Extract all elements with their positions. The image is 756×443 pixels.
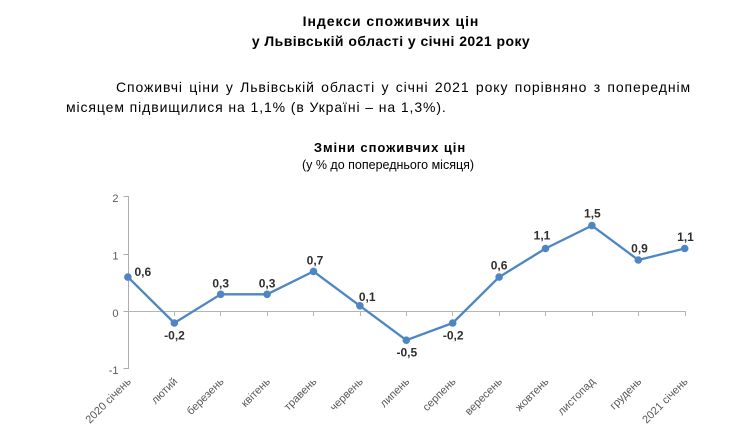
svg-text:вересень: вересень: [463, 376, 505, 418]
svg-text:0,6: 0,6: [491, 259, 508, 273]
svg-text:серпень: серпень: [421, 376, 459, 414]
svg-text:-0,2: -0,2: [443, 328, 464, 342]
svg-text:1,1: 1,1: [534, 229, 551, 243]
svg-text:жовтень: жовтень: [513, 376, 551, 414]
svg-text:0,9: 0,9: [631, 242, 648, 256]
svg-text:0,3: 0,3: [212, 276, 229, 290]
svg-text:квітень: квітень: [239, 376, 273, 410]
svg-text:0,6: 0,6: [135, 265, 152, 279]
svg-text:1,1: 1,1: [677, 230, 694, 244]
svg-text:червень: червень: [328, 376, 366, 414]
svg-text:2021 січень: 2021 січень: [640, 376, 690, 426]
svg-text:листопад: листопад: [556, 375, 599, 418]
svg-text:-1: -1: [109, 365, 119, 377]
svg-text:0,1: 0,1: [359, 290, 376, 304]
svg-text:березень: березень: [185, 376, 227, 418]
svg-text:лютий: лютий: [149, 376, 180, 407]
svg-text:2: 2: [112, 193, 118, 205]
svg-text:липень: липень: [378, 376, 412, 410]
svg-text:травень: травень: [282, 376, 320, 414]
svg-text:0,3: 0,3: [259, 276, 276, 290]
svg-text:1: 1: [112, 251, 118, 263]
svg-text:0,7: 0,7: [307, 254, 324, 268]
svg-text:грудень: грудень: [608, 376, 645, 413]
svg-text:0: 0: [112, 308, 118, 320]
svg-text:2020 січень: 2020 січень: [83, 376, 133, 426]
svg-text:-0,5: -0,5: [396, 345, 417, 359]
svg-text:1,5: 1,5: [584, 207, 601, 221]
svg-text:-0,2: -0,2: [164, 328, 185, 342]
